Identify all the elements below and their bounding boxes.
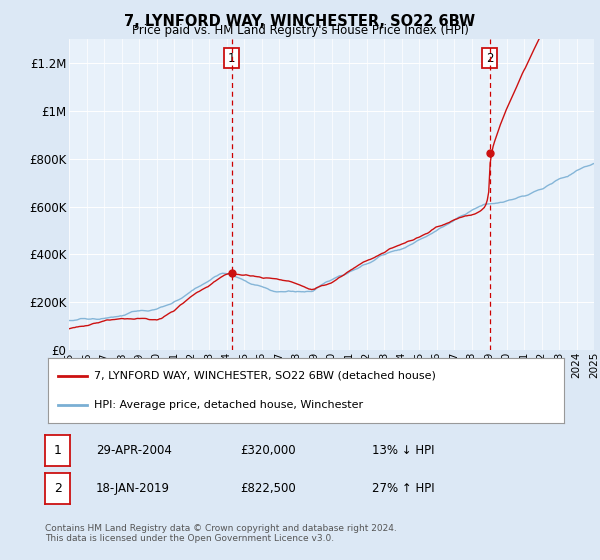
- Text: 29-APR-2004: 29-APR-2004: [96, 444, 172, 458]
- Text: HPI: Average price, detached house, Winchester: HPI: Average price, detached house, Winc…: [94, 400, 364, 410]
- Text: 2: 2: [486, 52, 493, 65]
- Text: 2: 2: [53, 482, 62, 496]
- Text: 1: 1: [228, 52, 235, 65]
- Text: 27% ↑ HPI: 27% ↑ HPI: [372, 482, 434, 496]
- Text: Contains HM Land Registry data © Crown copyright and database right 2024.
This d: Contains HM Land Registry data © Crown c…: [45, 524, 397, 543]
- Text: 13% ↓ HPI: 13% ↓ HPI: [372, 444, 434, 458]
- Text: 1: 1: [53, 444, 62, 458]
- Text: Price paid vs. HM Land Registry's House Price Index (HPI): Price paid vs. HM Land Registry's House …: [131, 24, 469, 37]
- Text: £822,500: £822,500: [240, 482, 296, 496]
- Text: 18-JAN-2019: 18-JAN-2019: [96, 482, 170, 496]
- Text: £320,000: £320,000: [240, 444, 296, 458]
- Text: 7, LYNFORD WAY, WINCHESTER, SO22 6BW: 7, LYNFORD WAY, WINCHESTER, SO22 6BW: [124, 14, 476, 29]
- Text: 7, LYNFORD WAY, WINCHESTER, SO22 6BW (detached house): 7, LYNFORD WAY, WINCHESTER, SO22 6BW (de…: [94, 371, 436, 381]
